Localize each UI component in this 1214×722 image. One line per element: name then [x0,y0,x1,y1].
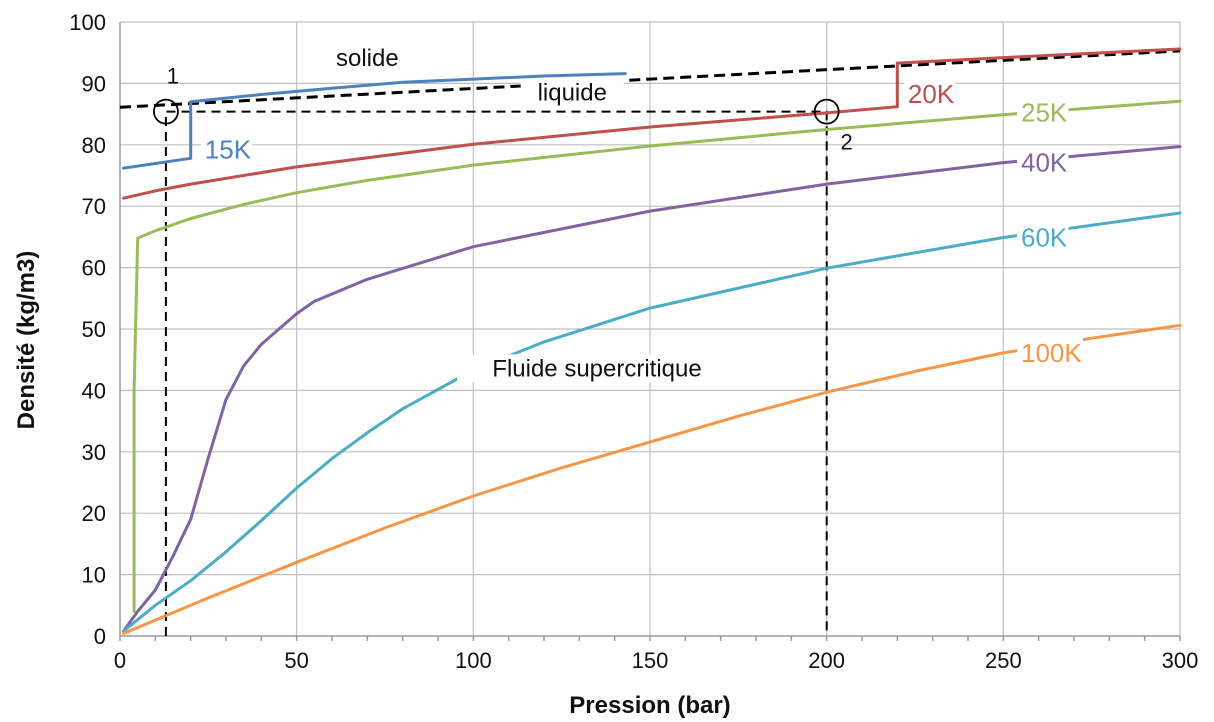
axes [119,22,1181,641]
x-tick-label-0: 0 [114,648,126,673]
y-tick-label-30: 30 [82,440,106,465]
series-label-15k: 15K [205,135,252,165]
series-line-40k [122,145,1182,633]
point-2-marker [813,98,840,125]
y-tick-label-90: 90 [82,71,106,96]
series-lines [122,47,1182,635]
region-annotations: solide liquide Fluide supercritique [336,45,737,383]
y-tick-label-40: 40 [82,378,106,403]
y-tick-label-70: 70 [82,194,106,219]
point-1-label: 1 [167,64,179,89]
series-line-15k [122,72,627,170]
series-line-100k [122,323,1182,635]
annotation-bg-liquide [520,78,624,107]
series-label-bg-15k [200,134,253,165]
y-tick-label-60: 60 [82,256,106,281]
x-tick-label-50: 50 [284,648,308,673]
series-label-bg-25k [1017,97,1069,128]
series-label-20k: 20K [908,79,955,109]
path-1-2-line [164,110,828,636]
annotation-liquide: liquide [538,80,607,107]
x-tick-label-300: 300 [1162,648,1199,673]
y-tick-label-10: 10 [82,563,106,588]
x-tick-label-150: 150 [632,648,669,673]
y-tick-label-20: 20 [82,501,106,526]
annotation-solide: solide [336,45,399,72]
series-label-bg-40k [1017,147,1069,178]
series-line-60k [122,211,1182,633]
series-label-40k: 40K [1021,148,1068,178]
series-labels: 15K 20K 25K 40K 60K 100K [200,78,1083,368]
solid-liquid-boundary-line [119,49,1181,109]
x-tick-label-250: 250 [985,648,1022,673]
point-2-label: 2 [841,130,853,155]
series-label-bg-20k [903,78,956,109]
series-label-60k: 60K [1021,223,1068,253]
series-label-100k: 100K [1021,338,1082,368]
series-label-bg-60k [1017,222,1069,253]
series-line-20k [122,47,1182,200]
y-axis-label: Densité (kg/m3) [13,251,40,430]
point-1-marker [153,98,179,125]
series-line-25k [132,99,1182,613]
x-axis-label: Pression (bar) [569,692,730,719]
y-tick-label-50: 50 [82,317,106,342]
guide-lines [119,49,1181,636]
x-tick-label-100: 100 [455,648,492,673]
x-tick-label-200: 200 [808,648,845,673]
y-tick-label-100: 100 [69,10,106,35]
series-label-bg-100k [1017,337,1083,368]
annotation-fluide-supercritique: Fluide supercritique [492,355,701,382]
y-tick-label-80: 80 [82,133,106,158]
series-label-25k: 25K [1021,97,1068,127]
y-tick-label-0: 0 [94,624,106,649]
point-markers: 12 [153,64,853,155]
annotation-bg-fluide-supercritique [457,354,737,383]
tick-labels: 0 50 100 150 200 250 300 0 10 20 30 40 50 60 70 80 90 100 [69,10,1198,673]
